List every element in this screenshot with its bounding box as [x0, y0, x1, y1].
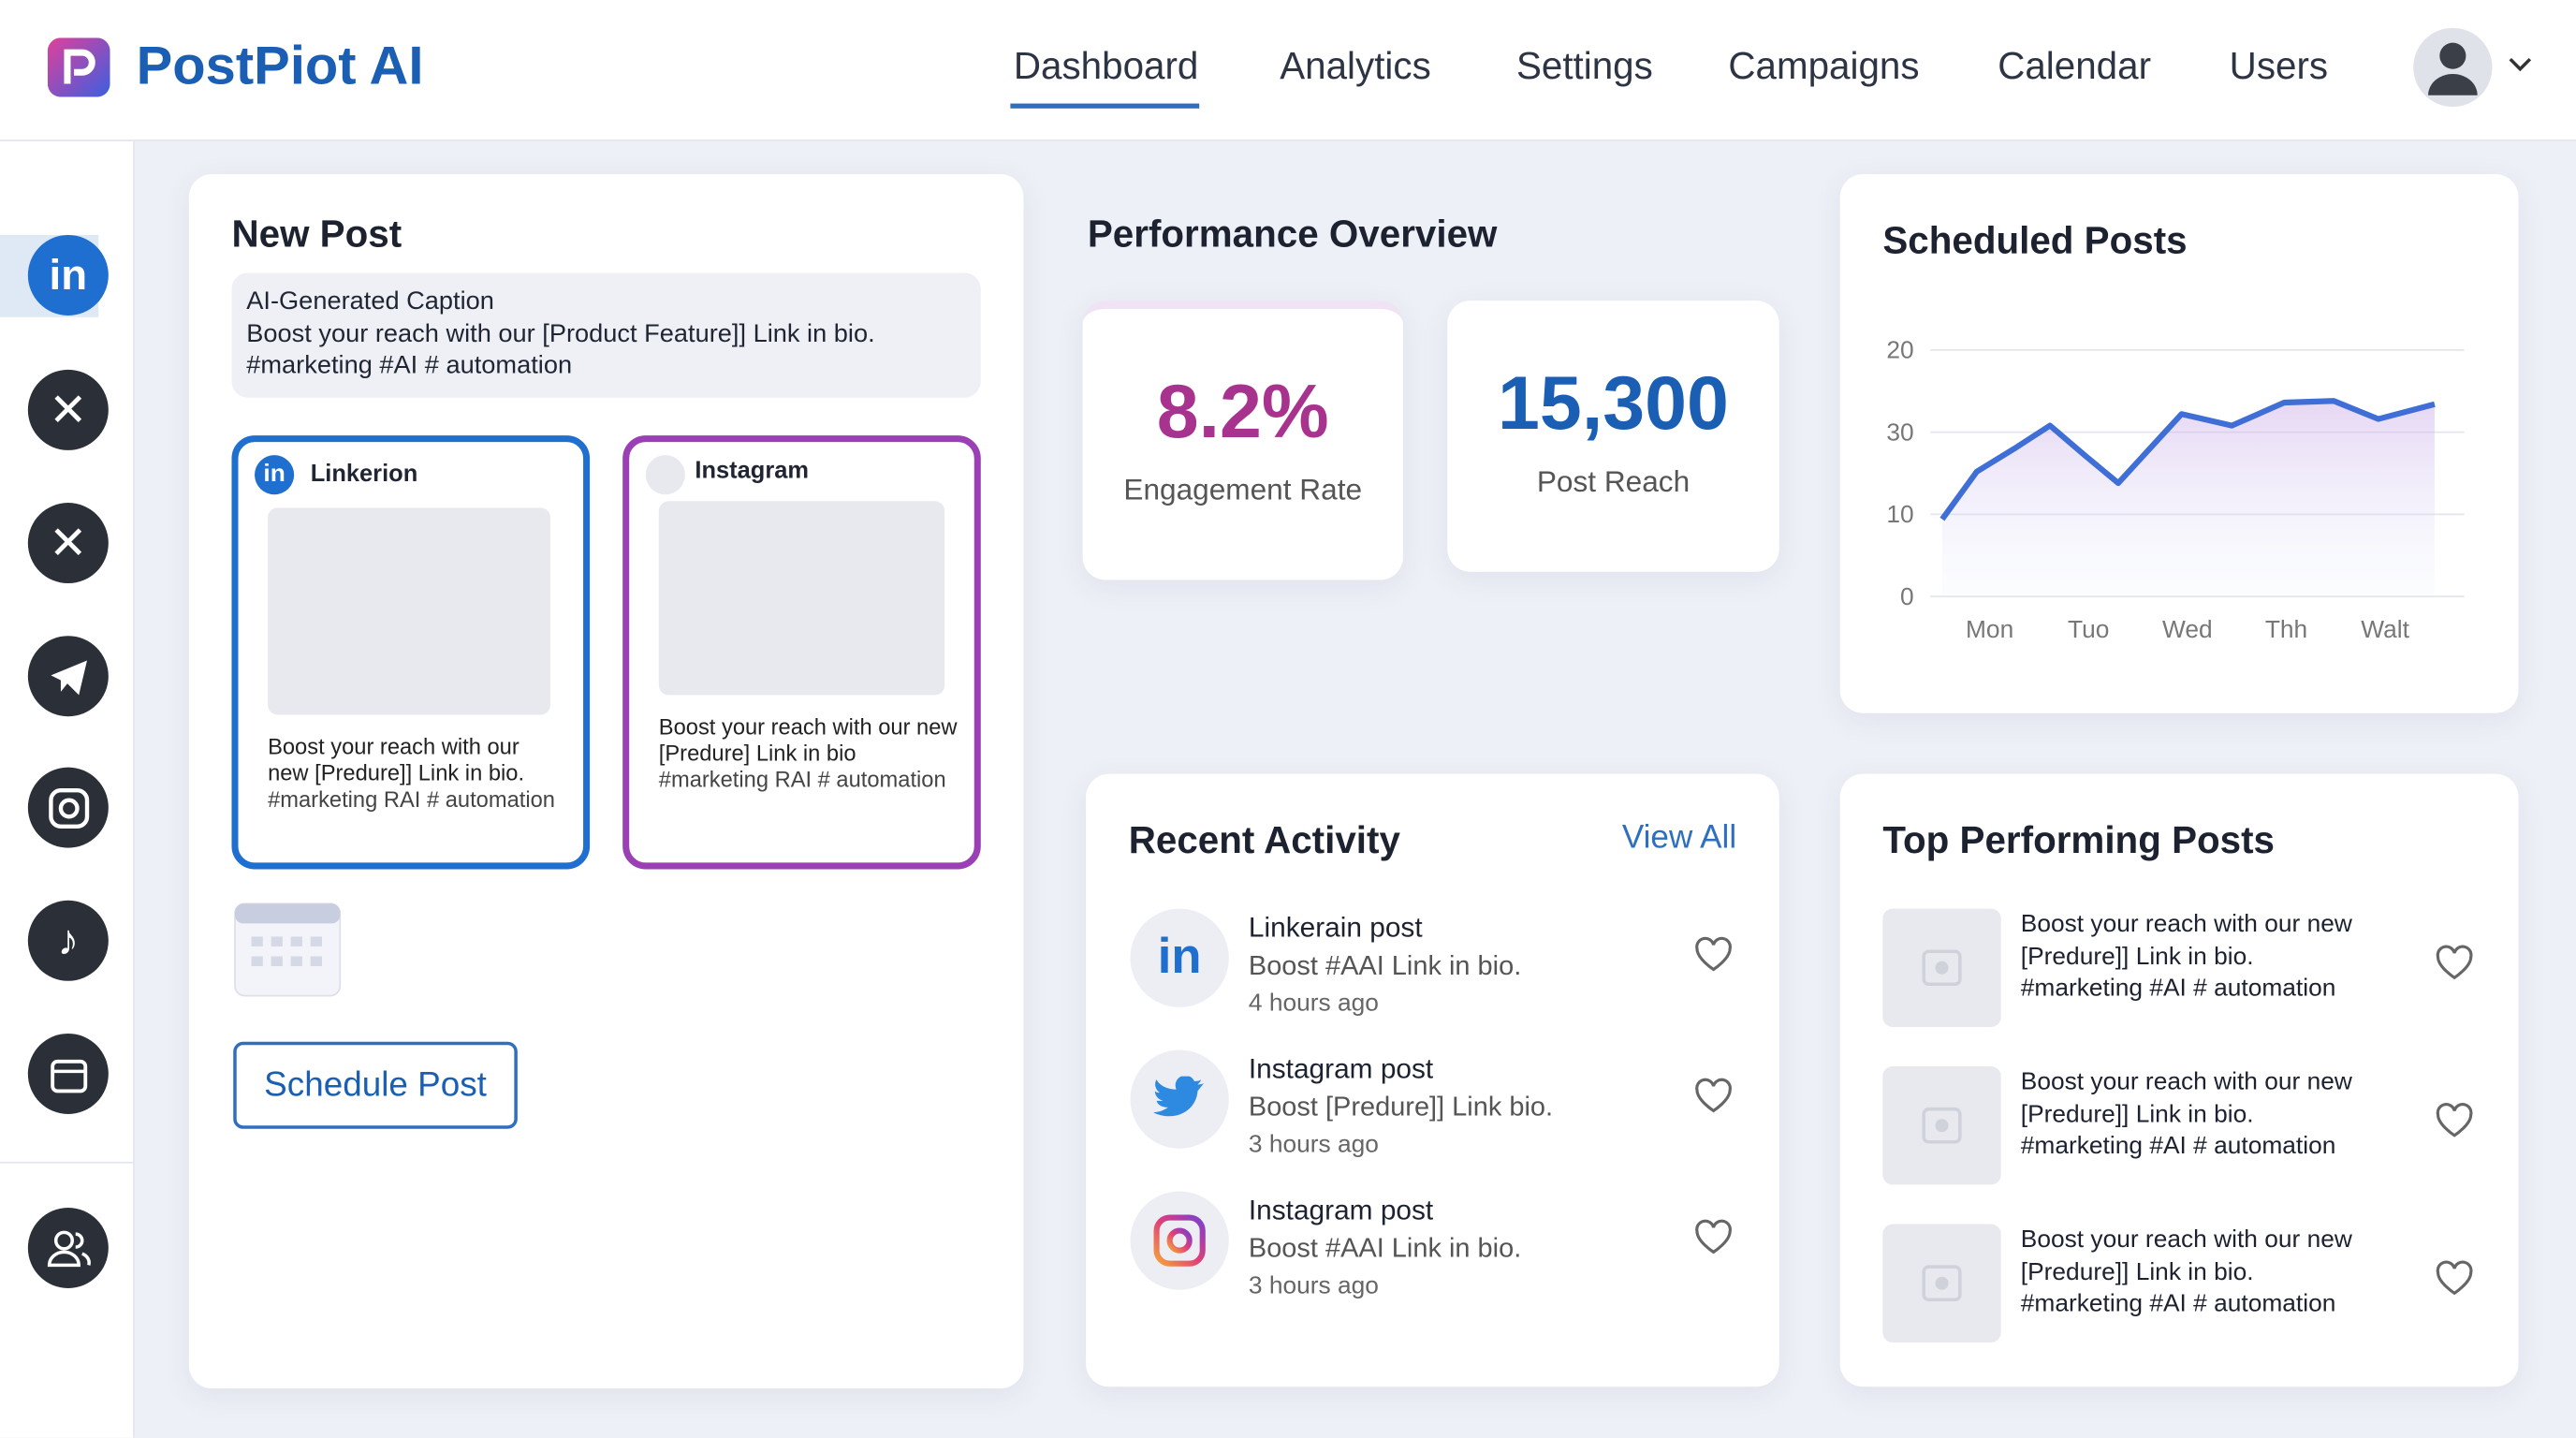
instagram-avatar — [1130, 1191, 1229, 1290]
header — [0, 0, 2576, 141]
preview-text: Boost your reach with our new [Predure]]… — [268, 735, 564, 814]
schedule-button[interactable]: Schedule Post — [233, 1041, 518, 1129]
metric-label: Post Reach — [1536, 464, 1690, 498]
like-icon[interactable] — [2435, 945, 2474, 989]
like-icon[interactable] — [2435, 1260, 2474, 1304]
thumbnail — [1882, 908, 2001, 1027]
linkedin-preview[interactable]: in Linkerion Boost your reach with our n… — [231, 435, 591, 870]
nav-item[interactable]: Campaigns — [1728, 44, 1920, 88]
metric-value: 8.2% — [1156, 368, 1329, 454]
x-icon[interactable]: ✕ — [27, 369, 109, 450]
image-placeholder — [658, 501, 945, 696]
network-icon: in — [255, 455, 295, 495]
metric-value: 15,300 — [1498, 360, 1729, 446]
thumbnail — [1882, 1224, 2001, 1343]
tags: #marketing #AI # automation — [2020, 1132, 2336, 1161]
top-card: Top Performing Posts Boost your reach wi… — [1839, 773, 2519, 1387]
post-text: Boost your reach with our new [Predure]]… — [2021, 909, 2374, 1005]
like-icon[interactable] — [1694, 1078, 1734, 1122]
users-icon[interactable] — [27, 1207, 109, 1288]
logo — [47, 37, 110, 97]
card-title: Recent Activity — [1128, 818, 1400, 861]
section-title: Performance Overview — [1087, 212, 1498, 256]
post-text: Boost your reach with our new [Predure]]… — [2021, 1066, 2374, 1163]
text: Boost your reach with our new [Predure]]… — [2020, 1067, 2352, 1128]
tags: #marketing #AI # automation — [2020, 974, 2336, 1003]
nav-item[interactable]: Calendar — [1998, 44, 2152, 88]
caption-tags: #marketing #AI # automation — [246, 351, 573, 380]
text: Boost your reach with our new [Predure]]… — [2020, 910, 2352, 971]
activity-time: 3 hours ago — [1248, 1130, 1379, 1159]
like-icon[interactable] — [1694, 1219, 1734, 1263]
view-all-link[interactable]: View All — [1621, 819, 1737, 857]
nav-underline — [1010, 103, 1200, 109]
nav-item[interactable]: Settings — [1515, 44, 1653, 88]
preview-text: Boost your reach with our new [Predure] … — [659, 714, 963, 793]
divider — [0, 1161, 134, 1164]
network-name: Linkerion — [310, 462, 418, 489]
brand[interactable]: PostPiot AI — [136, 34, 424, 95]
metric-card: 8.2% Engagement Rate — [1082, 301, 1403, 580]
tags: #marketing #AI # automation — [2020, 1289, 2336, 1318]
recent-card: Recent Activity View All in Linkerain po… — [1086, 773, 1779, 1387]
text: Boost your reach with our new [Predure]]… — [2020, 1225, 2352, 1286]
card-title: Top Performing Posts — [1882, 818, 2276, 861]
tags: #marketing RAI # automation — [658, 767, 946, 792]
thumbnail — [1882, 1066, 2001, 1185]
telegram-icon[interactable] — [27, 636, 109, 717]
activity-time: 3 hours ago — [1248, 1271, 1379, 1300]
activity-text: Boost #AAI Link in bio. — [1248, 951, 1522, 981]
activity-text: Boost [Predure]] Link bio. — [1248, 1093, 1554, 1123]
twitter-avatar — [1130, 1049, 1229, 1149]
user-menu[interactable] — [2411, 26, 2542, 109]
activity-title: Linkerain post — [1248, 912, 1423, 944]
calendar-icon[interactable] — [27, 1033, 109, 1114]
card-title: New Post — [231, 212, 402, 256]
activity-time: 4 hours ago — [1248, 989, 1379, 1018]
instagram-preview[interactable]: Instagram Boost your reach with our new … — [622, 435, 981, 870]
x-icon[interactable]: ✕ — [27, 503, 109, 584]
activity-text: Boost #AAI Link in bio. — [1248, 1234, 1522, 1264]
calendar-graphic — [234, 902, 342, 997]
like-icon[interactable] — [2435, 1103, 2474, 1147]
caption-label: AI-Generated Caption — [246, 287, 494, 315]
metric-card: 15,300 Post Reach — [1447, 301, 1779, 572]
nav-item[interactable]: Analytics — [1280, 44, 1431, 88]
post-text: Boost your reach with our new [Predure]]… — [2021, 1225, 2374, 1321]
caption-box[interactable]: AI-Generated Caption Boost your reach wi… — [231, 272, 981, 398]
image-placeholder — [268, 507, 550, 715]
activity-title: Instagram post — [1248, 1053, 1434, 1085]
network-name: Instagram — [695, 458, 810, 485]
activity-title: Instagram post — [1248, 1194, 1434, 1226]
chart-title: Scheduled Posts — [1882, 218, 2188, 262]
nav-item[interactable]: Users — [2229, 44, 2329, 88]
linkedin-avatar: in — [1130, 908, 1229, 1007]
caption-text: Boost your reach with our [Product Featu… — [246, 319, 875, 348]
tags: #marketing RAI # automation — [268, 786, 555, 813]
linkedin-icon[interactable]: in — [27, 234, 109, 315]
network-icon — [645, 455, 685, 495]
metric-label: Engagement Rate — [1123, 473, 1363, 506]
text: Boost your reach with our new [Predure]]… — [268, 734, 525, 785]
instagram-icon[interactable] — [27, 767, 109, 848]
nav-item[interactable]: Dashboard — [1013, 44, 1199, 88]
tiktok-icon[interactable]: ♪ — [27, 900, 109, 981]
like-icon[interactable] — [1694, 936, 1734, 980]
text: Boost your reach with our new [Predure] … — [658, 714, 958, 766]
